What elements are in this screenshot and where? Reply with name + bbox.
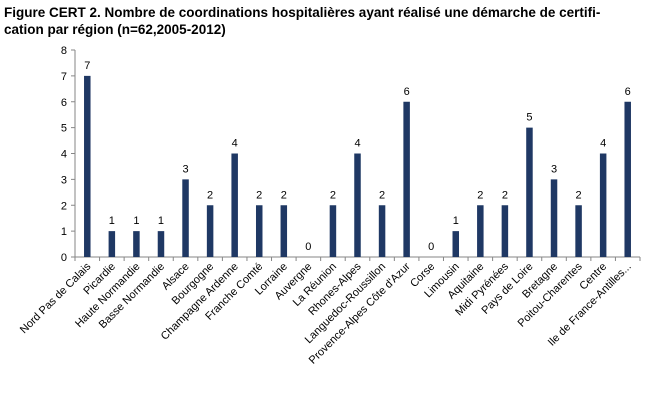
- bar: [231, 153, 238, 257]
- bar-value-label: 2: [256, 189, 262, 201]
- bar: [599, 153, 607, 257]
- bar: [550, 179, 558, 257]
- bar-value-label: 1: [158, 215, 164, 227]
- bar-value-label: 2: [477, 189, 483, 201]
- bar-value-label: 6: [625, 86, 631, 98]
- bar: [133, 231, 140, 257]
- bar: [477, 205, 484, 257]
- bar: [329, 205, 337, 257]
- chart-title-line-2: cation par région (n=62,2005-2012): [4, 22, 226, 37]
- y-tick-label: 1: [61, 226, 67, 238]
- bar: [575, 205, 582, 257]
- bar: [452, 231, 460, 257]
- bar: [157, 231, 165, 257]
- y-tick-label: 3: [61, 174, 67, 186]
- bar-value-label: 7: [84, 60, 90, 72]
- bar-value-label: 1: [453, 215, 459, 227]
- bar-value-label: 4: [600, 138, 606, 150]
- y-tick-label: 2: [61, 200, 67, 212]
- bar: [501, 205, 509, 257]
- bar-value-label: 1: [133, 215, 139, 227]
- bar-value-label: 0: [428, 241, 434, 253]
- chart-title: Figure CERT 2. Nombre de coordinations h…: [4, 4, 640, 38]
- bar: [354, 153, 361, 257]
- bar-value-label: 2: [281, 189, 287, 201]
- bar-value-label: 2: [576, 189, 582, 201]
- y-tick-label: 8: [61, 45, 67, 57]
- bar-value-label: 2: [502, 189, 508, 201]
- bar: [206, 205, 214, 257]
- y-tick-label: 0: [61, 252, 67, 264]
- y-tick-label: 4: [61, 149, 67, 161]
- bar-value-label: 1: [109, 215, 115, 227]
- bar: [403, 101, 410, 257]
- bar-value-label: 3: [182, 163, 188, 175]
- value-labels: 7 1 1 1 3 2 4 2 2 0 2 4 2 6 0 1 2 2 5 3 2 4 6: [84, 60, 631, 253]
- y-tick-label: 5: [61, 123, 67, 135]
- bar: [108, 231, 116, 257]
- bar-value-label: 4: [354, 138, 360, 150]
- bar-value-label: 5: [526, 112, 532, 124]
- bar: [255, 205, 263, 257]
- bar: [182, 179, 189, 257]
- bars: [84, 75, 631, 257]
- bar-value-label: 3: [551, 163, 557, 175]
- bar-value-label: 0: [305, 241, 311, 253]
- y-tick-label: 6: [61, 97, 67, 109]
- bar-value-label: 4: [232, 138, 238, 150]
- bar: [378, 205, 386, 257]
- bar-value-label: 2: [207, 189, 213, 201]
- bar: [624, 101, 631, 257]
- y-tick-label: 7: [61, 71, 67, 83]
- bar-value-label: 2: [379, 189, 385, 201]
- bar-value-label: 2: [330, 189, 336, 201]
- bar: [84, 75, 91, 257]
- bar: [280, 205, 288, 257]
- bar-value-label: 6: [404, 86, 410, 98]
- chart-title-line-1: Figure CERT 2. Nombre de coordinations h…: [4, 5, 601, 20]
- bar: [526, 127, 533, 257]
- x-axis: [74, 256, 641, 261]
- y-axis: 0 1 2 3 4 5 6 7 8: [61, 45, 76, 264]
